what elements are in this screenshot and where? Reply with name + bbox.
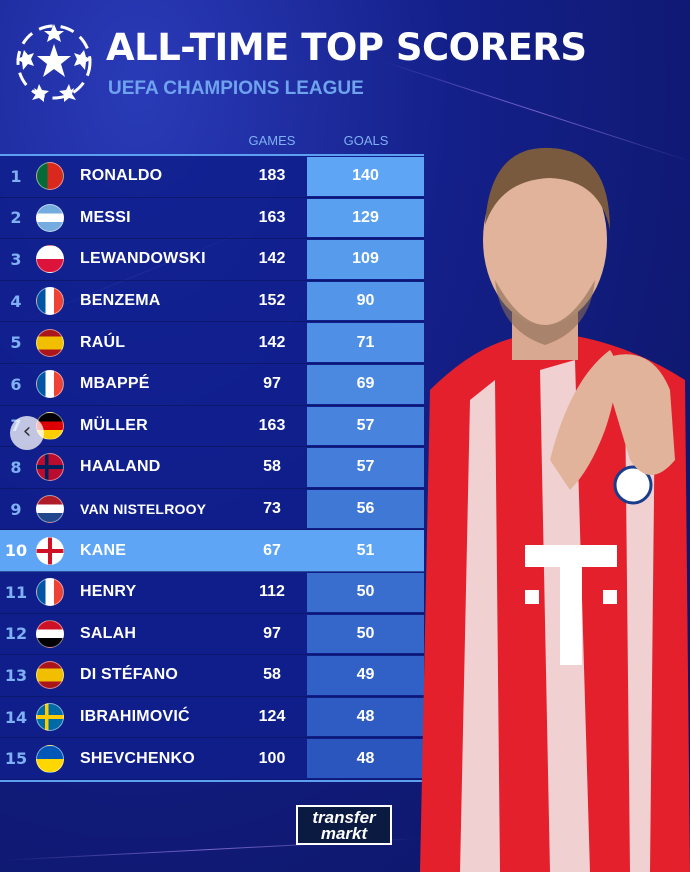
rank: 11 [4,582,28,602]
goals-value: 56 [307,489,424,529]
page-subtitle: UEFA CHAMPIONS LEAGUE [108,78,364,99]
goals-value: 50 [307,572,424,612]
games-value: 100 [258,749,286,767]
flag-pl-icon [36,245,64,274]
table-row: 3 LEWANDOWSKI 142 109 [0,239,424,281]
champions-league-starball-icon [16,24,92,102]
flag-se-icon [36,703,64,732]
player-name: VAN NISTELROOY [80,501,207,518]
games-value: 124 [258,708,286,726]
goals-value: 57 [307,406,424,446]
flag-ar-icon [36,203,64,232]
player-name: HAALAND [80,458,161,476]
flag-ua-icon [36,744,64,773]
goals-value: 90 [307,281,424,321]
table-row: 8 HAALAND 58 57 [0,447,424,489]
rank: 6 [10,374,22,394]
table-row: 1 RONALDO 183 140 [0,156,424,198]
flag-es-icon [36,661,64,690]
goals-value: 129 [307,198,424,238]
player-name: DI STÉFANO [80,666,179,684]
table-row: 14 IBRAHIMOVIĆ 124 48 [0,697,424,739]
flag-fr-icon [36,370,64,399]
games-value: 97 [263,624,281,642]
games-value: 152 [258,292,286,310]
carousel-prev-button[interactable]: ‹ [10,416,44,450]
page-title: ALL-TIME TOP SCORERS [106,26,587,69]
player-name: LEWANDOWSKI [80,250,206,268]
games-value: 67 [263,541,281,559]
rank: 5 [10,333,22,353]
rank: 10 [4,541,28,561]
table-row: 5 RAÚL 142 71 [0,322,424,364]
goals-value: 57 [307,448,424,487]
games-value: 183 [258,167,286,185]
player-name: SALAH [80,624,137,642]
column-header-games: GAMES [248,133,296,148]
player-name: IBRAHIMOVIĆ [80,708,190,726]
rank: 13 [4,665,28,685]
table-row: 15 SHEVCHENKO 100 48 [0,738,424,780]
flag-pt-icon [36,162,64,191]
games-value: 97 [263,375,281,393]
flag-fr-icon [36,578,64,607]
goals-value: 140 [307,157,424,196]
goals-value: 49 [307,656,424,695]
rank: 8 [10,457,22,477]
rank: 4 [10,291,22,311]
scorers-table: 1 RONALDO 183 140 2 MESSI 163 129 3 LEWA… [0,154,424,782]
table-row: 4 BENZEMA 152 90 [0,281,424,323]
games-value: 112 [259,583,285,601]
table-row: 9 VAN NISTELROOY 73 56 [0,489,424,531]
player-name: HENRY [80,583,137,601]
table-row: 2 MESSI 163 129 [0,198,424,240]
games-value: 58 [263,458,281,476]
games-value: 58 [263,666,281,684]
flag-no-icon [36,453,64,482]
rank: 15 [4,749,28,769]
table-row: 6 MBAPPÉ 97 69 [0,364,424,406]
flag-eng-icon [36,536,64,565]
player-name: RAÚL [80,333,126,351]
games-value: 142 [258,333,286,351]
table-row: 13 DI STÉFANO 58 49 [0,655,424,697]
games-value: 73 [263,500,281,518]
goals-value: 48 [307,697,424,737]
table-row: 7 MÜLLER 163 57 [0,406,424,448]
games-value: 163 [258,208,286,226]
player-photo [420,147,690,872]
transfermarkt-logo: transfer markt [296,805,392,845]
goals-value: 71 [307,323,424,362]
table-row: 11 HENRY 112 50 [0,572,424,614]
goals-value: 51 [356,541,375,559]
column-header-goals: GOALS [343,133,389,148]
player-name: RONALDO [80,167,163,185]
player-name: KANE [80,541,127,559]
rank: 3 [10,249,22,269]
rank: 12 [4,624,28,644]
goals-value: 69 [307,364,424,404]
player-name: MESSI [80,208,131,226]
flag-eg-icon [36,619,64,648]
goals-value: 50 [307,614,424,654]
player-name: BENZEMA [80,292,161,310]
flag-nl-icon [36,495,64,524]
goals-value: 48 [307,739,424,778]
flag-es-icon [36,328,64,357]
rank: 9 [10,499,22,519]
rank: 14 [4,707,28,727]
player-name: MÜLLER [80,416,148,434]
rank: 2 [10,208,22,228]
table-row: 10 KANE 67 51 [0,530,424,572]
rank: 1 [10,166,22,186]
games-value: 163 [258,416,286,434]
player-name: SHEVCHENKO [80,749,195,767]
table-row: 12 SALAH 97 50 [0,614,424,656]
goals-value: 109 [307,240,424,279]
flag-fr-icon [36,287,64,316]
player-name: MBAPPÉ [80,375,150,393]
games-value: 142 [258,250,286,268]
